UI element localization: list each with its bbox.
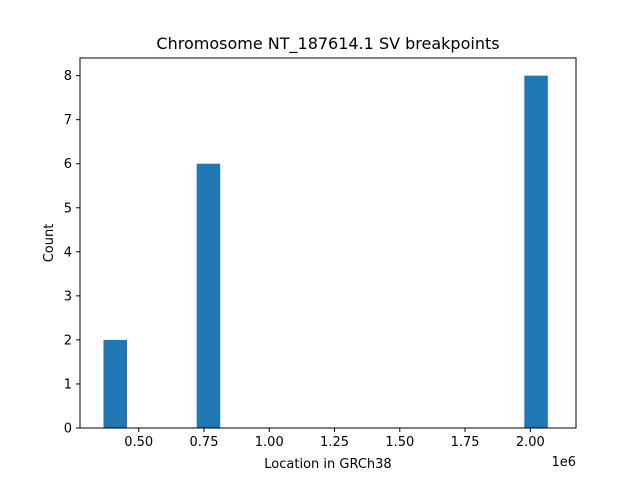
bars-group — [103, 75, 548, 428]
y-tick-label: 3 — [64, 289, 72, 304]
x-tick-label: 0.50 — [124, 435, 153, 450]
y-axis-ticks: 0 1 2 3 4 5 6 7 8 — [64, 69, 80, 437]
x-axis-scale-label: 1e6 — [551, 455, 576, 470]
y-tick-label: 8 — [64, 69, 72, 84]
histogram-bar-9 — [524, 75, 548, 428]
x-tick-label: 2.00 — [516, 435, 545, 450]
x-tick-label: 0.75 — [190, 435, 219, 450]
x-tick-label: 1.00 — [255, 435, 284, 450]
x-tick-label: 1.50 — [385, 435, 414, 450]
plot-frame — [79, 57, 577, 429]
y-tick-label: 2 — [64, 333, 72, 348]
y-tick-label: 1 — [64, 377, 72, 392]
y-tick-label: 0 — [64, 422, 72, 437]
y-axis-label: Count — [42, 224, 57, 263]
histogram-bar-0 — [103, 339, 127, 428]
chart-title: Chromosome NT_187614.1 SV breakpoints — [156, 34, 499, 54]
y-tick-label: 4 — [64, 245, 72, 260]
y-tick-label: 7 — [64, 113, 72, 128]
x-axis-label: Location in GRCh38 — [264, 457, 391, 472]
x-tick-label: 1.75 — [451, 435, 480, 450]
y-tick-label: 6 — [64, 157, 72, 172]
x-tick-label: 1.25 — [320, 435, 349, 450]
histogram-bar-2 — [196, 163, 221, 428]
x-axis-ticks: 0.50 0.75 1.00 1.25 1.50 1.75 2.00 — [124, 428, 545, 450]
y-tick-label: 5 — [64, 201, 72, 216]
